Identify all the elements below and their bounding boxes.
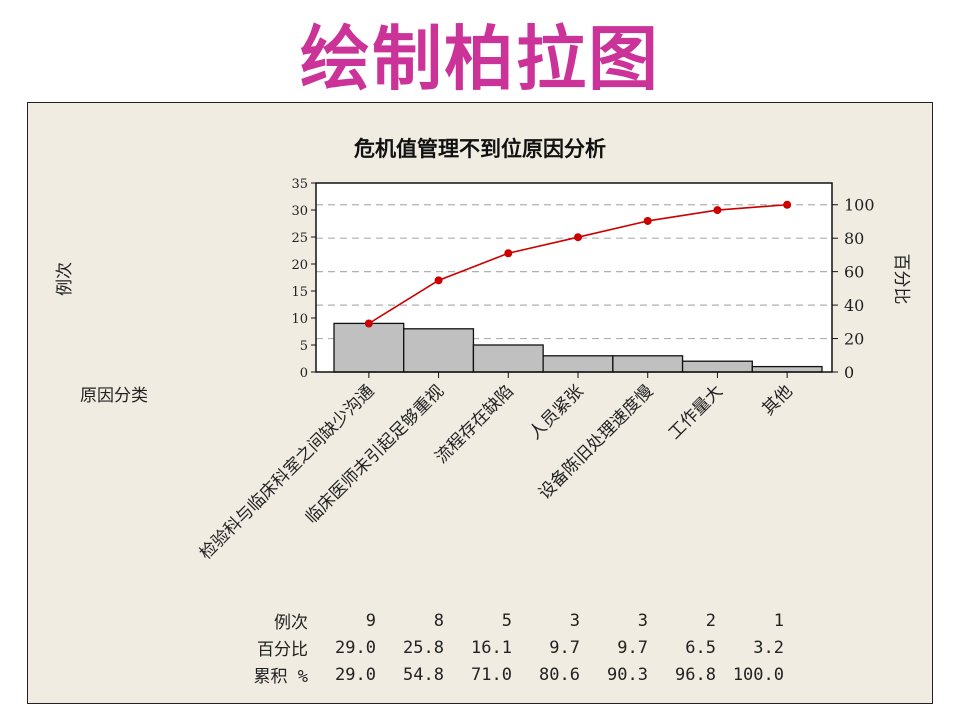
y-tick-label: 5 [300,339,308,354]
y-tick-label: 30 [291,204,308,219]
table-cell: 9.7 [549,637,580,658]
table-cell: 3.2 [753,637,784,658]
table-cell: 9 [365,610,376,631]
y-tick-label: 15 [291,285,308,300]
y2-axis-label: 百分比 [891,254,911,305]
table-cell: 90.3 [607,664,648,685]
cumulative-point-2 [434,276,443,285]
table-row: 百分比 29.0 25.8 16.1 9.7 9.7 6.5 3.2 [238,634,784,661]
table-cell: 96.8 [675,664,716,685]
bar-4 [542,355,614,373]
y2-tick-label: 0 [844,363,854,382]
table-cell: 5 [501,610,512,631]
cumulative-point-6 [713,206,722,215]
table-cell: 71.0 [471,664,512,685]
cumulative-point-1 [364,319,373,328]
plot-frame [315,182,833,373]
y2-tick-label: 40 [844,296,864,315]
table-cell: 1 [773,610,784,631]
table-cell: 25.8 [403,637,444,658]
y-tick-label: 35 [291,177,308,192]
slide-title: 绘制柏拉图 [300,18,660,100]
table-row: 累积 % 29.0 54.8 71.0 80.6 90.3 96.8 100.0 [238,661,784,688]
bar-6 [681,360,753,373]
y-tick-label: 25 [291,231,308,246]
summary-table: 例次 9 8 5 3 3 2 1 百分比 29.0 25.8 16.1 9.7 9.7 6.5 3.2 累积 %… [238,607,784,688]
y2-tick-label: 20 [844,330,864,349]
table-cell: 3 [637,610,648,631]
table-cell: 8 [433,610,444,631]
x-tick-label: 临床医师未引起足够重视 [302,381,448,527]
y2-tick-label: 60 [844,263,864,282]
table-row-label: 例次 [274,613,308,633]
y-tick-label: 10 [291,312,308,327]
pareto-chart-panel: 危机值管理不到位原因分析 例次 百分比 原因分类 0 5 10 15 20 25 30 35 0… [27,102,933,704]
y-tick-label: 0 [300,366,308,381]
bar-5 [612,355,684,373]
x-tick-label: 其他 [758,381,796,419]
table-cell: 29.0 [335,664,376,685]
y-tick-label: 20 [291,258,308,273]
cumulative-point-3 [504,249,513,258]
table-row-label: 百分比 [257,640,308,660]
table-cell: 9.7 [617,637,648,658]
cumulative-point-5 [643,216,652,225]
table-cell: 100.0 [732,664,784,685]
table-cell: 2 [705,610,716,631]
y2-tick-label: 100 [844,196,875,215]
table-row: 例次 9 8 5 3 3 2 1 [238,607,784,634]
x-tick-label: 工作量大 [665,381,727,443]
table-cell: 3 [569,610,580,631]
table-cell: 80.6 [539,664,580,685]
table-cell: 16.1 [471,637,512,658]
table-cell: 29.0 [335,637,376,658]
y2-tick-label: 80 [844,229,864,248]
table-cell: 54.8 [403,664,444,685]
bar-3 [472,344,544,373]
pareto-chart: 危机值管理不到位原因分析 例次 百分比 原因分类 0 5 10 15 20 25 30 35 0… [55,137,911,564]
table-cell: 6.5 [685,637,716,658]
bar-1 [333,322,405,373]
table-row-label: 累积 % [253,667,308,687]
chart-title: 危机值管理不到位原因分析 [354,137,606,161]
y-axis-label: 例次 [55,262,75,296]
x-axis-label: 原因分类 [80,386,148,406]
cumulative-point-7 [783,200,792,209]
bar-7 [751,365,823,373]
cumulative-point-4 [574,233,582,242]
x-tick-label: 设备陈旧处理速度慢 [534,381,657,504]
bar-2 [403,328,475,373]
x-tick-label: 人员紧张 [525,381,587,443]
